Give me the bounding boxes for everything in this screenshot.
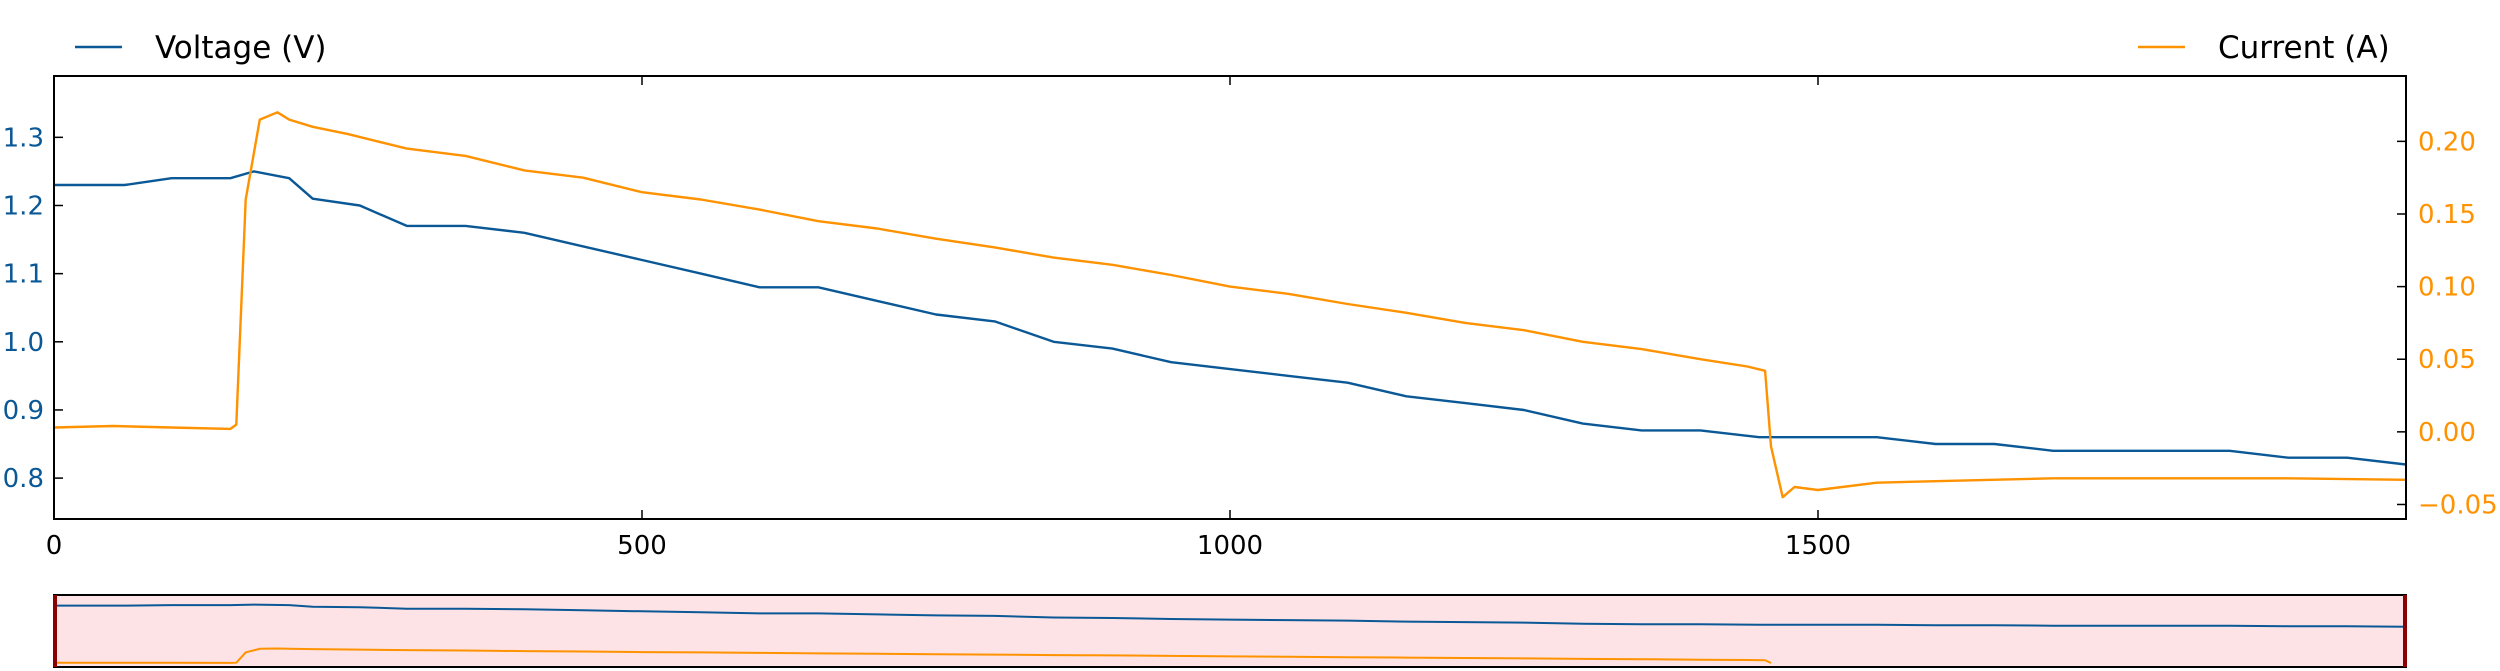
y-right-tick-label: 0.15	[2418, 200, 2476, 230]
y-left-tick-label: 0.9	[3, 396, 44, 426]
y-right-tick-label: 0.05	[2418, 345, 2476, 375]
plot-area[interactable]	[54, 111, 2406, 499]
y-left-tick-label: 1.3	[3, 123, 44, 153]
y-left-tick-label: 1.1	[3, 260, 44, 290]
x-axis: 0 500 1000 1500	[46, 76, 1851, 561]
y-right-tick-label: 0.10	[2418, 273, 2476, 303]
right-y-axis: −0.05 0.00 0.05 0.10 0.15 0.20	[2397, 127, 2498, 520]
series-line-voltage	[54, 170, 2406, 466]
navigator-selection[interactable]	[54, 595, 2406, 667]
y-left-tick-label: 0.8	[3, 464, 44, 494]
series-line-current	[54, 111, 2406, 499]
main-plot: 0 500 1000 1500 0.8 0.9 1.0 1.1 1.2 1.3 −0.05 0.0…	[3, 75, 2498, 561]
y-right-tick-label: −0.05	[2418, 490, 2498, 520]
x-tick-label: 1000	[1197, 531, 1263, 561]
y-left-tick-label: 1.0	[3, 328, 44, 358]
left-y-axis: 0.8 0.9 1.0 1.1 1.2 1.3	[3, 123, 63, 494]
legend: Voltage (V) Current (A)	[75, 30, 2390, 66]
x-tick-label: 1500	[1785, 531, 1851, 561]
legend-item-voltage[interactable]: Voltage (V)	[75, 30, 327, 66]
x-tick-label: 500	[617, 531, 667, 561]
y-left-tick-label: 1.2	[3, 191, 44, 221]
y-right-tick-label: 0.20	[2418, 127, 2476, 157]
navigator-line-voltage	[54, 603, 2406, 628]
navigator-series	[54, 603, 2406, 664]
range-navigator[interactable]	[53, 594, 2407, 668]
plot-frame	[53, 75, 2407, 520]
legend-label-current: Current (A)	[2218, 30, 2390, 66]
navigator-line-current	[54, 647, 1772, 664]
legend-item-current[interactable]: Current (A)	[2138, 30, 2390, 66]
y-right-tick-label: 0.00	[2418, 418, 2476, 448]
legend-label-voltage: Voltage (V)	[155, 30, 327, 66]
x-tick-label: 0	[46, 531, 63, 561]
